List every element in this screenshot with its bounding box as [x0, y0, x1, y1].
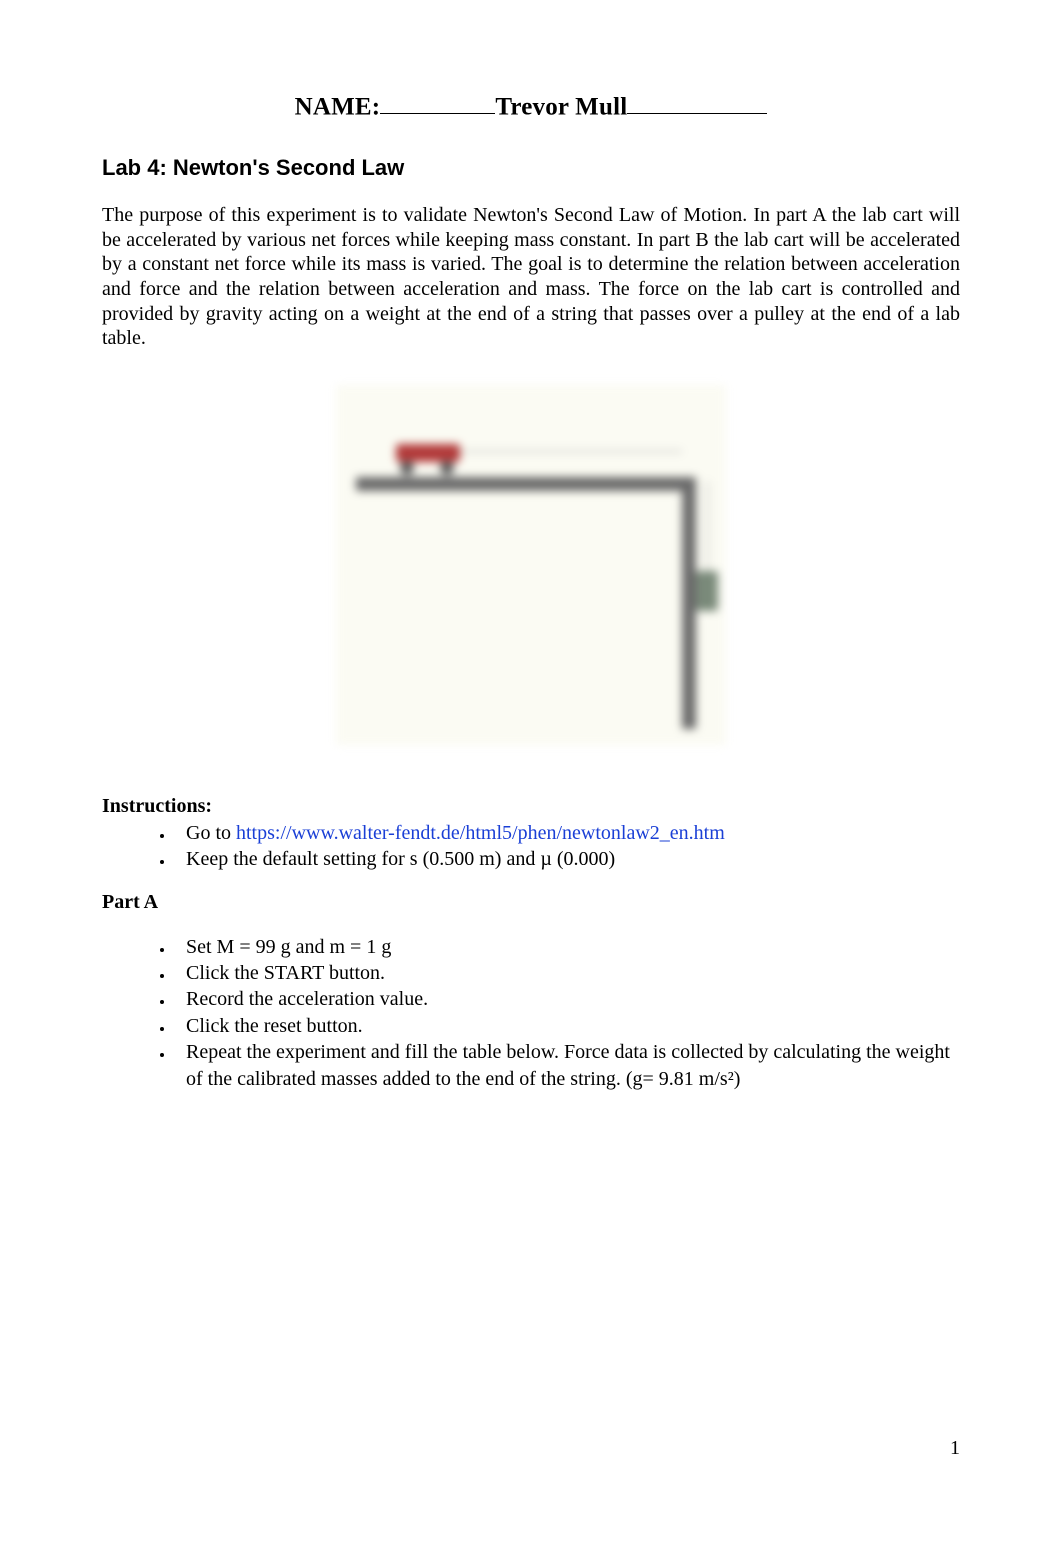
list-item: Go to https://www.walter-fendt.de/html5/… — [174, 820, 960, 846]
cart-wheel-icon — [400, 461, 414, 475]
list-item: Click the START button. — [174, 960, 960, 986]
name-label: NAME: — [295, 93, 381, 120]
list-item: Set M = 99 g and m = 1 g — [174, 934, 960, 960]
part-a-heading: Part A — [102, 891, 960, 914]
instructions-list: Go to https://www.walter-fendt.de/html5/… — [102, 820, 960, 873]
table-track-icon — [356, 477, 686, 491]
part-a-steps: Set M = 99 g and m = 1 g Click the START… — [102, 934, 960, 1092]
instruction-prefix: Go to — [186, 822, 236, 844]
cart-icon — [396, 444, 460, 462]
name-line: NAME: Trevor Mull — [102, 88, 960, 121]
instructions-heading: Instructions: — [102, 795, 960, 818]
document-page: NAME: Trevor Mull Lab 4: Newton's Second … — [0, 0, 1062, 1556]
list-item: Repeat the experiment and fill the table… — [174, 1039, 960, 1092]
list-item: Keep the default setting for s (0.500 m)… — [174, 846, 960, 872]
cart-wheel-icon — [440, 461, 454, 475]
string-horizontal-icon — [460, 451, 682, 452]
intro-paragraph: The purpose of this experiment is to val… — [102, 203, 960, 351]
apparatus-figure — [336, 385, 726, 745]
list-item: Click the reset button. — [174, 1013, 960, 1039]
table-leg-icon — [682, 477, 696, 729]
student-name: Trevor Mull — [495, 93, 627, 120]
lab-title: Lab 4: Newton's Second Law — [102, 155, 960, 181]
simulation-link[interactable]: https://www.walter-fendt.de/html5/phen/n… — [236, 822, 725, 844]
list-item: Record the acceleration value. — [174, 986, 960, 1012]
blank-before-name — [380, 88, 495, 114]
hanging-weight-icon — [696, 571, 718, 611]
figure-container — [102, 385, 960, 745]
blank-after-name — [627, 88, 767, 114]
string-vertical-icon — [707, 481, 708, 573]
page-number: 1 — [950, 1437, 960, 1460]
